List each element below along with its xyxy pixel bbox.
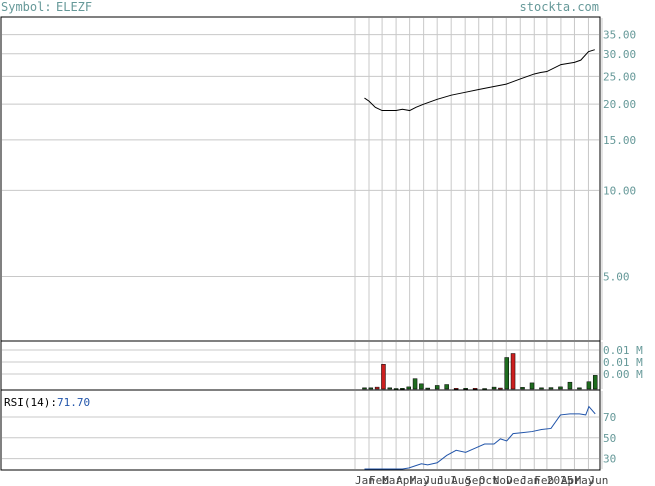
- rsi-value: 71.70: [57, 396, 90, 409]
- volume-bar: [472, 388, 478, 390]
- price-tick-label: 15.00: [603, 134, 636, 147]
- volume-bar: [567, 381, 573, 390]
- volume-bar: [529, 382, 535, 390]
- volume-bar: [577, 387, 582, 390]
- volume-bar: [592, 375, 598, 390]
- x-tick-label: Oct: [479, 474, 499, 486]
- x-tick-label: Jun: [424, 474, 444, 486]
- x-tick-label: Dec: [506, 474, 526, 486]
- volume-bar: [504, 357, 509, 390]
- rsi-tick-label: 70: [603, 411, 616, 424]
- x-tick-label: May: [574, 474, 594, 486]
- volume-series: [362, 353, 598, 390]
- rsi-panel: [0, 389, 601, 471]
- grid-lines: [2, 18, 603, 469]
- volume-bar: [434, 385, 440, 390]
- rsi-tick-label: 50: [603, 432, 616, 445]
- volume-bar: [510, 353, 516, 390]
- symbol-value: ELEZF: [56, 0, 92, 14]
- price-tick-label: 20.00: [603, 98, 636, 111]
- price-panel: [0, 16, 601, 342]
- volume-bar: [482, 388, 487, 390]
- rsi-series: [364, 405, 596, 470]
- rsi-tick-label: 30: [603, 453, 616, 466]
- volume-bar: [520, 387, 525, 390]
- volume-bar: [419, 383, 424, 390]
- volume-bar: [498, 387, 503, 390]
- price-tick-label: 25.00: [603, 70, 636, 83]
- volume-bar: [400, 388, 405, 390]
- x-tick-label: May: [410, 474, 430, 486]
- x-tick-label: Apr: [396, 474, 416, 486]
- volume-bar: [374, 386, 380, 390]
- x-tick-label: 2025: [547, 474, 574, 486]
- x-tick-label: Jul: [437, 474, 457, 486]
- volume-bar: [539, 387, 544, 390]
- x-tick-label: Feb: [369, 474, 389, 486]
- x-tick-label: Nov: [493, 474, 513, 486]
- volume-bar: [362, 387, 367, 390]
- volume-bar: [393, 388, 399, 390]
- price-line: [364, 49, 595, 112]
- price-tick-label: 35.00: [603, 29, 636, 42]
- x-tick-label: Sep: [465, 474, 485, 486]
- volume-bar: [548, 387, 554, 390]
- volume-panel: [0, 340, 601, 391]
- volume-bar: [412, 378, 418, 390]
- x-tick-label: Jun: [588, 474, 608, 486]
- rsi-label: RSI(14):: [4, 396, 57, 409]
- x-tick-label: Feb: [534, 474, 554, 486]
- x-tick-label: Mar: [382, 474, 402, 486]
- price-tick-label: 30.00: [603, 48, 636, 61]
- volume-bar: [463, 388, 468, 390]
- x-tick-label: Aug: [451, 474, 471, 486]
- volume-bar: [387, 387, 393, 390]
- volume-bar: [406, 386, 411, 390]
- site-name: stockta.com: [520, 0, 599, 14]
- x-tick-label: Apr: [561, 474, 581, 486]
- volume-bar: [491, 386, 497, 390]
- rsi-line: [364, 405, 596, 470]
- volume-tick-label: 0.01 M: [603, 356, 643, 369]
- volume-bar: [381, 364, 386, 390]
- price-series: [364, 49, 595, 112]
- volume-bar: [368, 387, 374, 390]
- price-tick-label: 10.00: [603, 184, 636, 197]
- x-tick-label: Jan: [520, 474, 540, 486]
- volume-tick-label: 0.01 M: [603, 344, 643, 357]
- volume-bar: [558, 386, 563, 390]
- symbol-label: Symbol:: [1, 0, 52, 14]
- volume-bar: [453, 388, 459, 390]
- volume-bar: [444, 384, 449, 390]
- y-axis-labels: 35.00 30.00 25.00 20.00 15.00 10.00 5.00 0.01 M…: [603, 29, 643, 466]
- volume-tick-label: 0.00 M: [603, 368, 643, 381]
- x-axis-labels: JanFebMarAprMayJunJulAugSepOctNovDecJanF…: [355, 474, 608, 486]
- volume-bar: [425, 387, 430, 390]
- volume-bar: [586, 381, 592, 390]
- x-tick-label: Jan: [355, 474, 375, 486]
- price-tick-label: 5.00: [603, 270, 630, 283]
